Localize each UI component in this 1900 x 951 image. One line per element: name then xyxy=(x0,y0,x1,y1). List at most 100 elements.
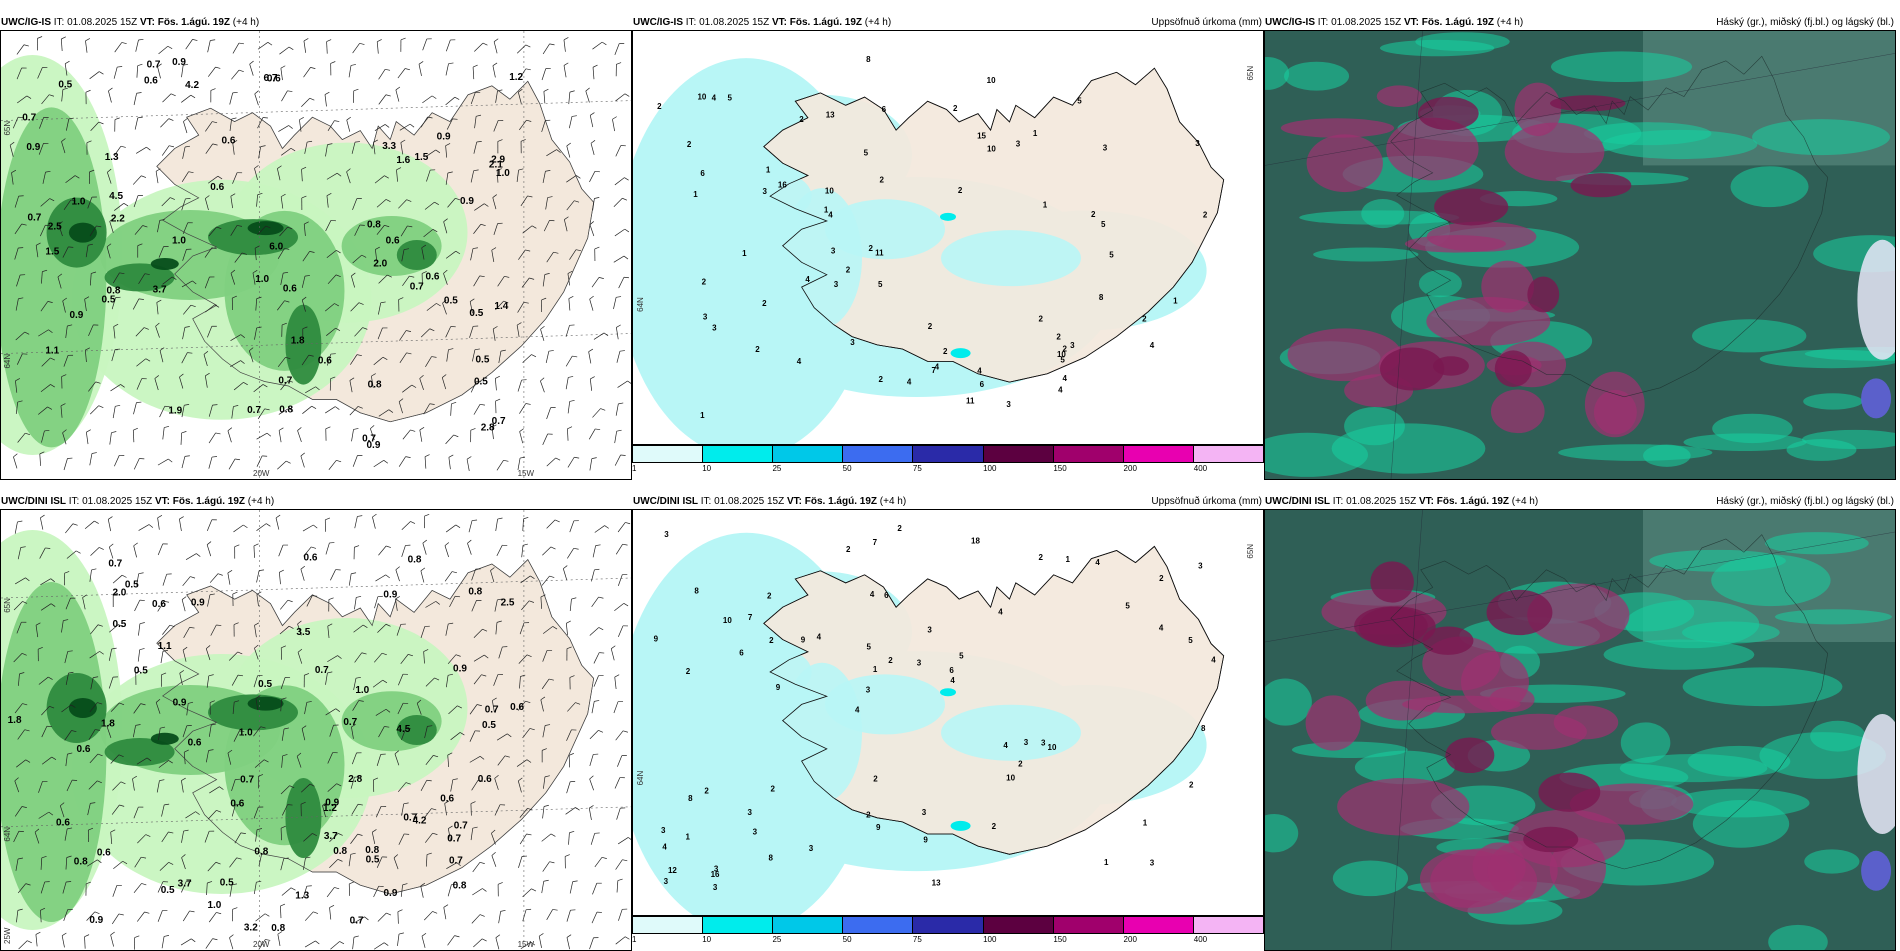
wind-value-label: 2.2 xyxy=(111,213,125,224)
axis-label: 25W xyxy=(3,927,12,944)
wind-value-label: 0.7 xyxy=(350,916,364,927)
precip-value-label: 3 xyxy=(922,808,927,817)
wind-value-label: 4.5 xyxy=(396,724,410,735)
precip-value-label: 3 xyxy=(1103,143,1108,152)
precip-value-label: 1 xyxy=(1173,296,1178,305)
precip-value-label: 2 xyxy=(846,545,851,554)
lead-time: (+4 h) xyxy=(880,496,906,507)
precip-value-label: 2 xyxy=(866,811,871,820)
wind-value-label: 0.6 xyxy=(230,798,244,809)
panel-title: UWC/DINI ISL IT: 01.08.2025 15Z VT: Fös.… xyxy=(632,494,1264,509)
precip-value-label: 3 xyxy=(1195,139,1200,148)
precip-value-label: 9 xyxy=(923,835,928,844)
precip-value-label: 1 xyxy=(700,411,705,420)
model-name: UWC/DINI ISL xyxy=(1265,496,1330,507)
precip-value-label: 6 xyxy=(980,380,985,389)
precip-value-label: 8 xyxy=(866,55,871,64)
precip-value-label: 3 xyxy=(1041,738,1046,747)
wind-value-label: 1.8 xyxy=(8,715,22,726)
precip-value-label: 2 xyxy=(897,524,902,533)
precip-value-label: 4 xyxy=(805,275,810,284)
init-time: 01.08.2025 15Z xyxy=(67,17,137,28)
precip-value-label: 6 xyxy=(949,666,954,675)
wind-value-label: 0.6 xyxy=(152,599,166,610)
wind-value-label: 3.7 xyxy=(178,878,192,889)
wind-value-label: 2.5 xyxy=(501,597,515,608)
colorbar-tick-label: 75 xyxy=(913,464,922,473)
wind-value-label: 0.7 xyxy=(492,416,506,427)
precip-value-label: 2 xyxy=(1056,333,1061,342)
colorbar-tick-label: 150 xyxy=(1053,935,1066,944)
cloud-panel-row1: UWC/IG-IS IT: 01.08.2025 15Z VT: Fös. 1.… xyxy=(1264,15,1896,465)
precip-value-label: 4 xyxy=(662,843,667,852)
precip-value-label: 3 xyxy=(664,877,669,886)
wind-value-label: 1.3 xyxy=(105,152,119,163)
wind-value-label: 0.5 xyxy=(258,679,272,690)
wind-panel-row2: UWC/DINI ISL IT: 01.08.2025 15Z VT: Fös.… xyxy=(0,494,632,944)
precip-value-label: 1 xyxy=(685,833,690,842)
wind-value-label: 0.8 xyxy=(279,404,293,415)
wind-value-label: 0.6 xyxy=(144,75,158,86)
wind-value-label: 0.6 xyxy=(304,552,318,563)
wind-value-label: 6.7 xyxy=(264,73,278,84)
wind-value-label: 0.9 xyxy=(191,597,205,608)
wind-value-label: 0.7 xyxy=(485,705,499,716)
precip-value-label: 2 xyxy=(880,176,885,185)
wind-value-label: 0.8 xyxy=(271,923,285,934)
wind-value-label: 0.6 xyxy=(222,136,236,147)
precip-value-label: 4 xyxy=(828,210,833,219)
valid-time: Fös. 1.ágú. 19Z xyxy=(173,496,245,507)
wind-value-label: 2.0 xyxy=(373,258,387,269)
wind-value-label: 0.5 xyxy=(220,877,234,888)
precip-value-label: 4 xyxy=(950,676,955,685)
axis-label: 65N xyxy=(3,598,12,613)
precip-value-label: 1 xyxy=(873,665,878,674)
lead-time: (+4 h) xyxy=(248,496,274,507)
wind-value-label: 0.5 xyxy=(161,885,175,896)
wind-value-label: 1.8 xyxy=(291,335,305,346)
precip-colorbar xyxy=(632,916,1264,934)
panel-title: UWC/IG-IS IT: 01.08.2025 15Z VT: Fös. 1.… xyxy=(632,15,1264,30)
precip-value-label: 2 xyxy=(1189,781,1194,790)
wind-value-label: 0.8 xyxy=(468,586,482,597)
wind-value-label: 0.9 xyxy=(453,664,467,675)
precip-value-label: 3 xyxy=(1006,400,1011,409)
colorbar-tick-label: 100 xyxy=(983,464,996,473)
precip-value-label: 3 xyxy=(866,686,871,695)
wind-value-label: 0.9 xyxy=(366,440,380,451)
precip-value-label: 2 xyxy=(992,822,997,831)
wind-value-label: 1.1 xyxy=(45,346,59,357)
precip-value-label: 4 xyxy=(977,366,982,375)
wind-value-label: 0.9 xyxy=(460,196,474,207)
precip-value-label: 8 xyxy=(1099,293,1104,302)
wind-panel-row1: UWC/IG-IS IT: 01.08.2025 15Z VT: Fös. 1.… xyxy=(0,15,632,465)
precip-value-label: 8 xyxy=(688,794,693,803)
precip-value-label: 13 xyxy=(826,110,835,119)
colorbar-tick-label: 200 xyxy=(1124,464,1137,473)
wind-value-label: 0.6 xyxy=(77,744,91,755)
precip-value-label: 3 xyxy=(831,246,836,255)
precip-value-label: 3 xyxy=(664,530,669,539)
axis-label: 15W xyxy=(518,469,535,478)
panel-title: UWC/IG-IS IT: 01.08.2025 15Z VT: Fös. 1.… xyxy=(0,15,632,30)
precip-value-label: 18 xyxy=(971,537,980,546)
precip-value-label: 4 xyxy=(1211,655,1216,664)
wind-value-label: 1.1 xyxy=(158,641,172,652)
precip-value-label: 8 xyxy=(694,587,699,596)
precip-value-label: 1 xyxy=(1065,555,1070,564)
colorbar-segment xyxy=(913,446,983,462)
colorbar-segment xyxy=(773,917,843,933)
precip-value-label: 4 xyxy=(998,607,1003,616)
precip-value-label: 10 xyxy=(697,92,706,101)
precip-value-label: 6 xyxy=(739,648,744,657)
precip-value-label: 2 xyxy=(702,277,707,286)
precip-value-label: 2 xyxy=(888,656,893,665)
wind-value-label: 0.9 xyxy=(437,131,451,142)
wind-value-label: 0.6 xyxy=(56,818,70,829)
cloud-map-svg xyxy=(1265,510,1895,950)
precip-value-label: 1 xyxy=(1043,201,1048,210)
colorbar-segment xyxy=(984,446,1054,462)
wind-value-label: 0.7 xyxy=(240,774,254,785)
wind-value-label: 2.8 xyxy=(348,774,362,785)
